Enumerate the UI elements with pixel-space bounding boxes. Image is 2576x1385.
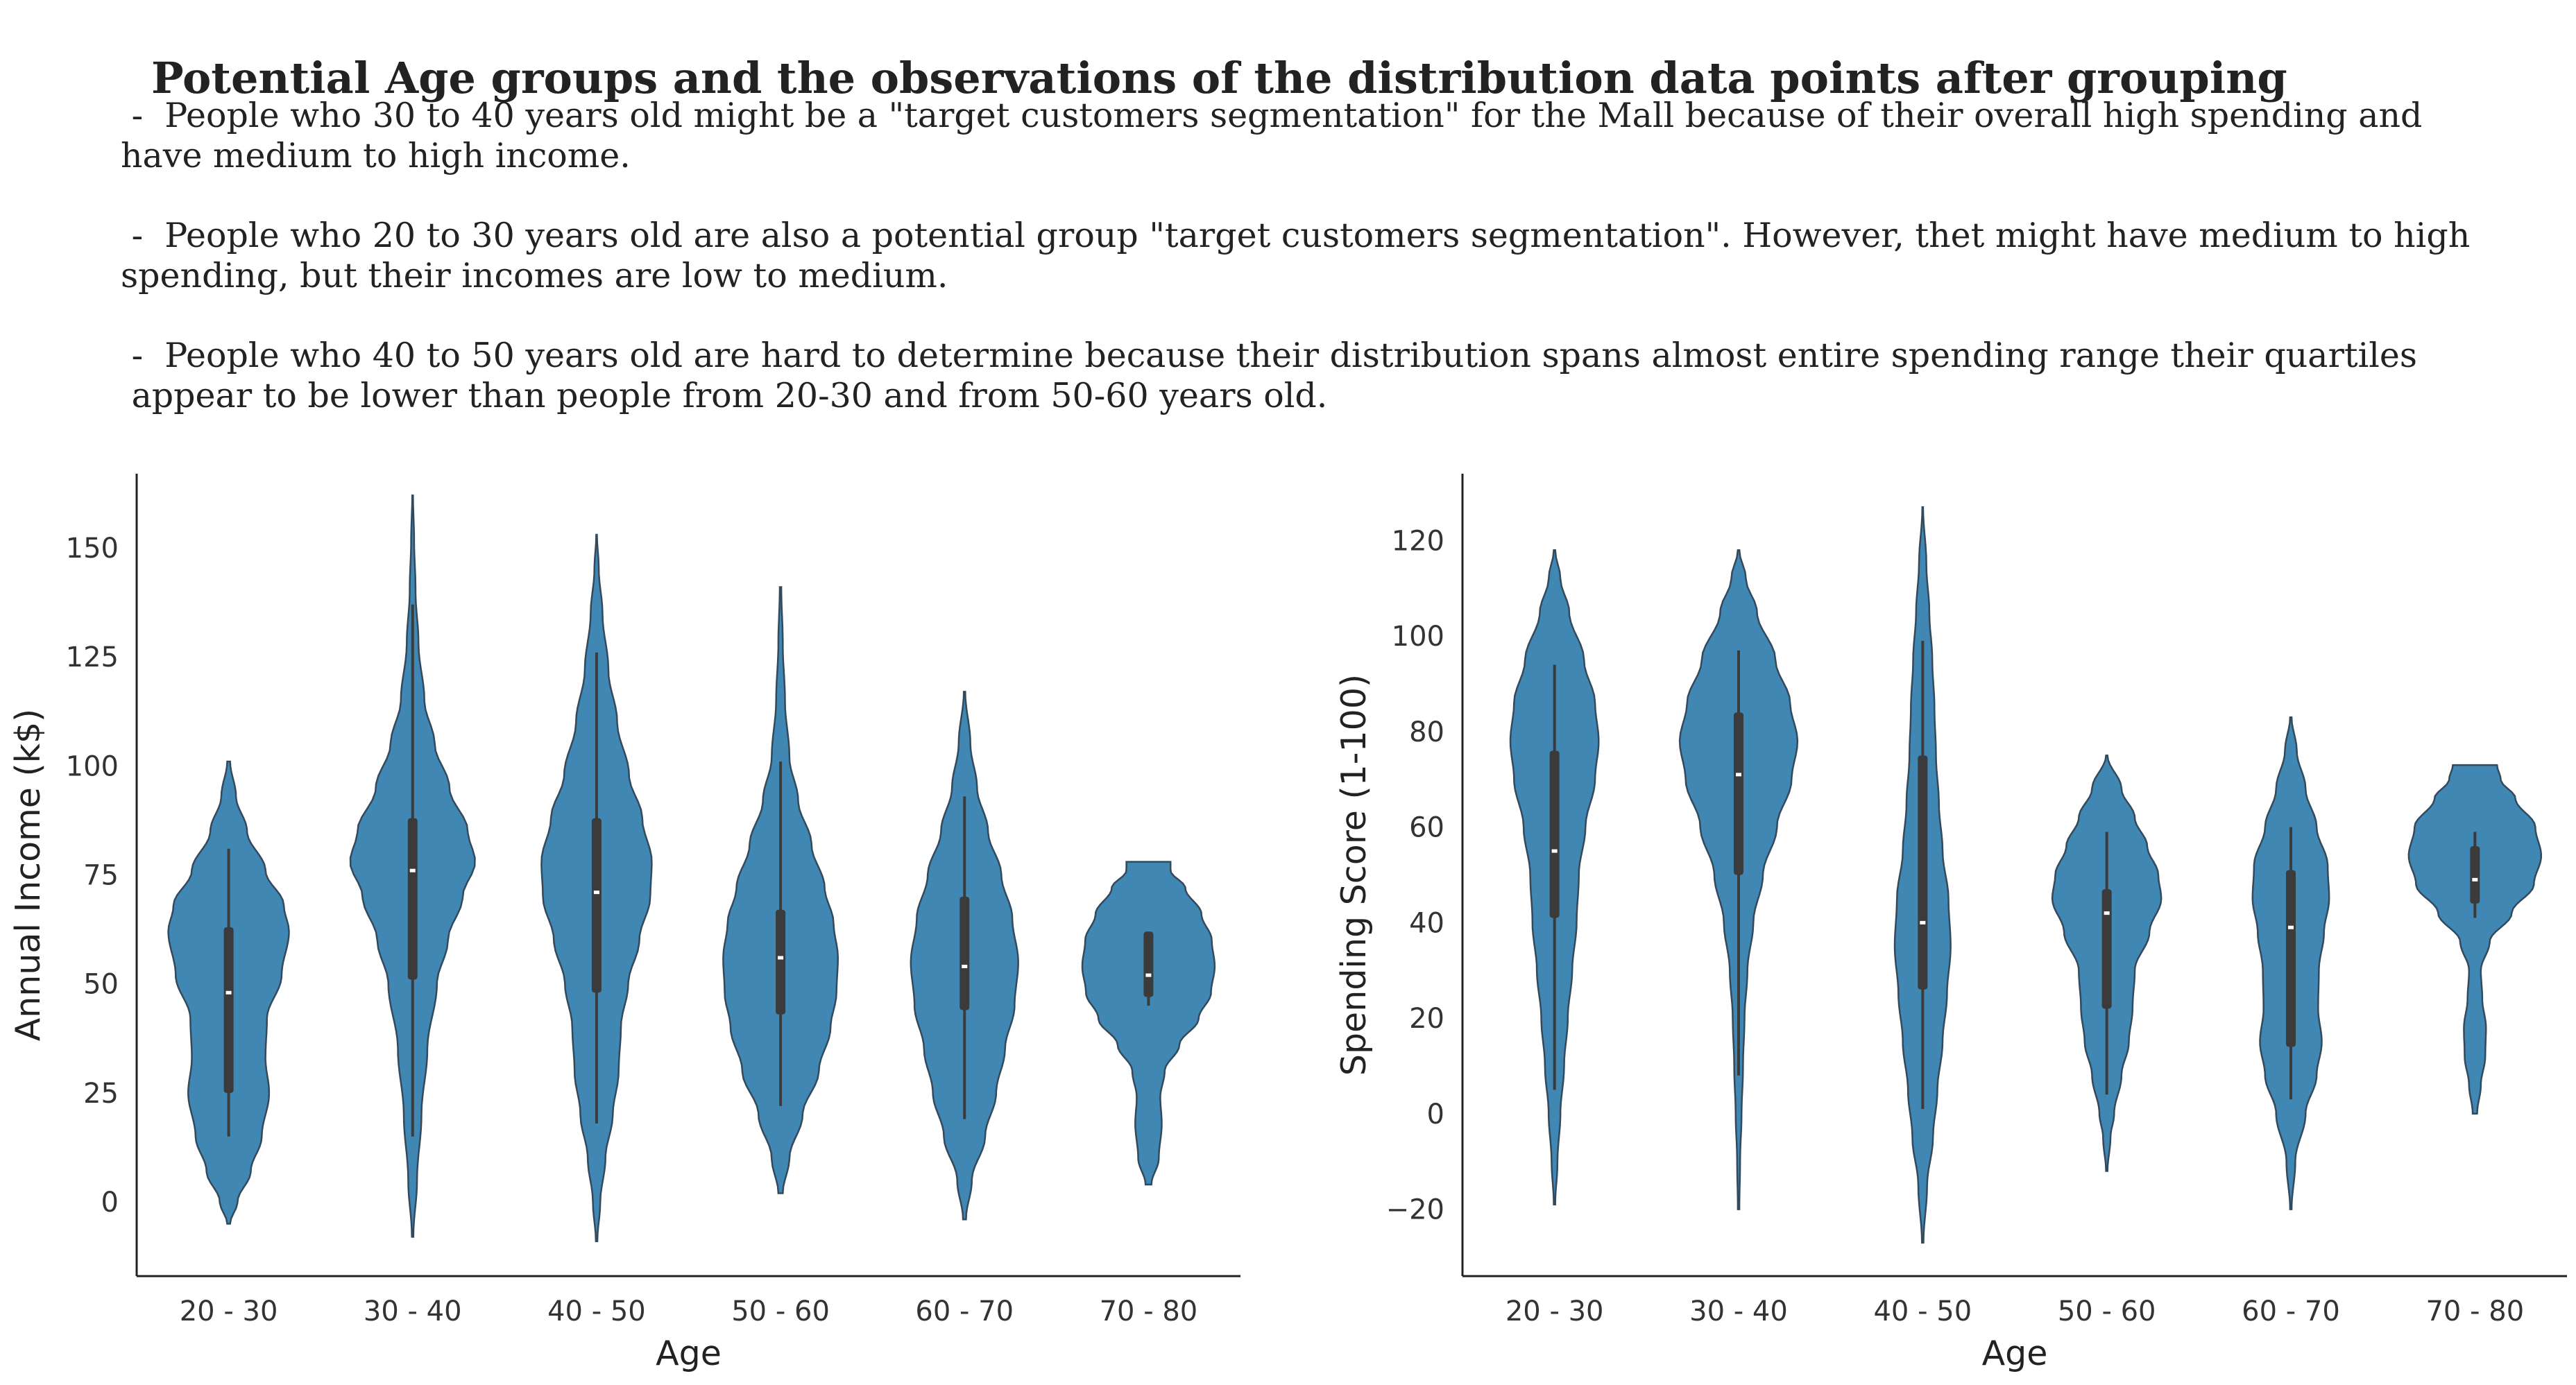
income-y-tick-label: 150 bbox=[66, 533, 119, 565]
income-x-tick-label: 60 - 70 bbox=[915, 1296, 1014, 1327]
spending-median-5 bbox=[2288, 925, 2294, 929]
spending-y-tick-label: 80 bbox=[1409, 716, 1444, 748]
income-median-3 bbox=[593, 891, 599, 895]
income-y-tick-label: 125 bbox=[66, 642, 119, 673]
income-median-2 bbox=[409, 868, 416, 872]
spending-median-3 bbox=[1920, 920, 1926, 924]
income-iqr-box-5 bbox=[959, 896, 970, 1010]
income-y-tick-label: 25 bbox=[83, 1078, 119, 1110]
spending-x-tick-label: 50 - 60 bbox=[2058, 1296, 2156, 1327]
spending-y-tick-label: 20 bbox=[1409, 1003, 1444, 1035]
spending-y-tick-label: 60 bbox=[1409, 812, 1444, 844]
spending-y-tick-label: 100 bbox=[1392, 621, 1444, 653]
income-x-tick-label: 30 - 40 bbox=[364, 1296, 462, 1327]
spending-x-axis-label: Age bbox=[1982, 1334, 2048, 1373]
spending-iqr-box-4 bbox=[2101, 889, 2112, 1009]
spending-median-6 bbox=[2472, 877, 2478, 881]
income-x-tick-label: 40 - 50 bbox=[547, 1296, 646, 1327]
income-y-tick-label: 50 bbox=[83, 969, 119, 1001]
page-title: Potential Age groups and the observation… bbox=[151, 53, 2287, 103]
income-violin-6 bbox=[1081, 861, 1216, 1186]
spending-x-tick-label: 70 - 80 bbox=[2425, 1296, 2524, 1327]
spending-violin-6 bbox=[2407, 764, 2543, 1115]
spending-x-tick-label: 40 - 50 bbox=[1873, 1296, 1972, 1327]
spending-chart: −20 0 20 40 60 80 100 120 20 - 30 30 - 40 40 - 50 5… bbox=[1334, 474, 2567, 1373]
observation-note-2: - People who 20 to 30 years old are also… bbox=[121, 216, 2471, 295]
income-iqr-box-3 bbox=[591, 818, 602, 993]
income-y-tick-label: 75 bbox=[83, 860, 119, 892]
income-median-6 bbox=[1145, 973, 1152, 977]
income-chart: 0 25 50 75 100 125 150 20 - 30 30 - 40 40 - 50 50 … bbox=[8, 474, 1240, 1373]
spending-iqr-box-1 bbox=[1549, 750, 1560, 918]
income-median-5 bbox=[962, 965, 968, 969]
spending-iqr-box-5 bbox=[2286, 870, 2296, 1047]
spending-iqr-box-2 bbox=[1734, 712, 1743, 875]
spending-iqr-box-3 bbox=[1918, 755, 1928, 990]
observation-note-1: - People who 30 to 40 years old might be… bbox=[121, 96, 2423, 175]
income-iqr-box-4 bbox=[776, 909, 786, 1015]
income-iqr-box-6 bbox=[1143, 931, 1154, 997]
income-y-axis-label: Annual Income (k$) bbox=[8, 709, 48, 1042]
income-x-tick-label: 20 - 30 bbox=[180, 1296, 278, 1327]
income-iqr-box-1 bbox=[223, 927, 234, 1093]
income-x-axis-label: Age bbox=[656, 1334, 722, 1373]
spending-x-tick-label: 30 - 40 bbox=[1689, 1296, 1788, 1327]
income-median-4 bbox=[778, 956, 784, 960]
income-median-1 bbox=[225, 990, 232, 995]
spending-y-tick-label: −20 bbox=[1386, 1194, 1444, 1226]
spending-y-tick-label: 40 bbox=[1409, 907, 1444, 939]
spending-y-tick-label: 0 bbox=[1427, 1099, 1444, 1130]
spending-median-2 bbox=[1736, 773, 1741, 777]
spending-y-axis-label: Spending Score (1-100) bbox=[1334, 674, 1374, 1076]
income-y-tick-label: 100 bbox=[66, 750, 119, 782]
income-iqr-box-2 bbox=[407, 818, 418, 980]
income-x-tick-label: 70 - 80 bbox=[1100, 1296, 1198, 1327]
spending-x-tick-label: 60 - 70 bbox=[2242, 1296, 2340, 1327]
income-y-tick-label: 0 bbox=[101, 1187, 119, 1219]
spending-median-1 bbox=[1551, 849, 1558, 853]
spending-iqr-box-6 bbox=[2470, 846, 2480, 904]
observation-note-3: - People who 40 to 50 years old are hard… bbox=[131, 336, 2418, 415]
income-x-tick-label: 50 - 60 bbox=[731, 1296, 830, 1327]
spending-median-4 bbox=[2104, 911, 2110, 915]
spending-y-tick-label: 120 bbox=[1392, 525, 1444, 557]
spending-x-tick-label: 20 - 30 bbox=[1505, 1296, 1604, 1327]
